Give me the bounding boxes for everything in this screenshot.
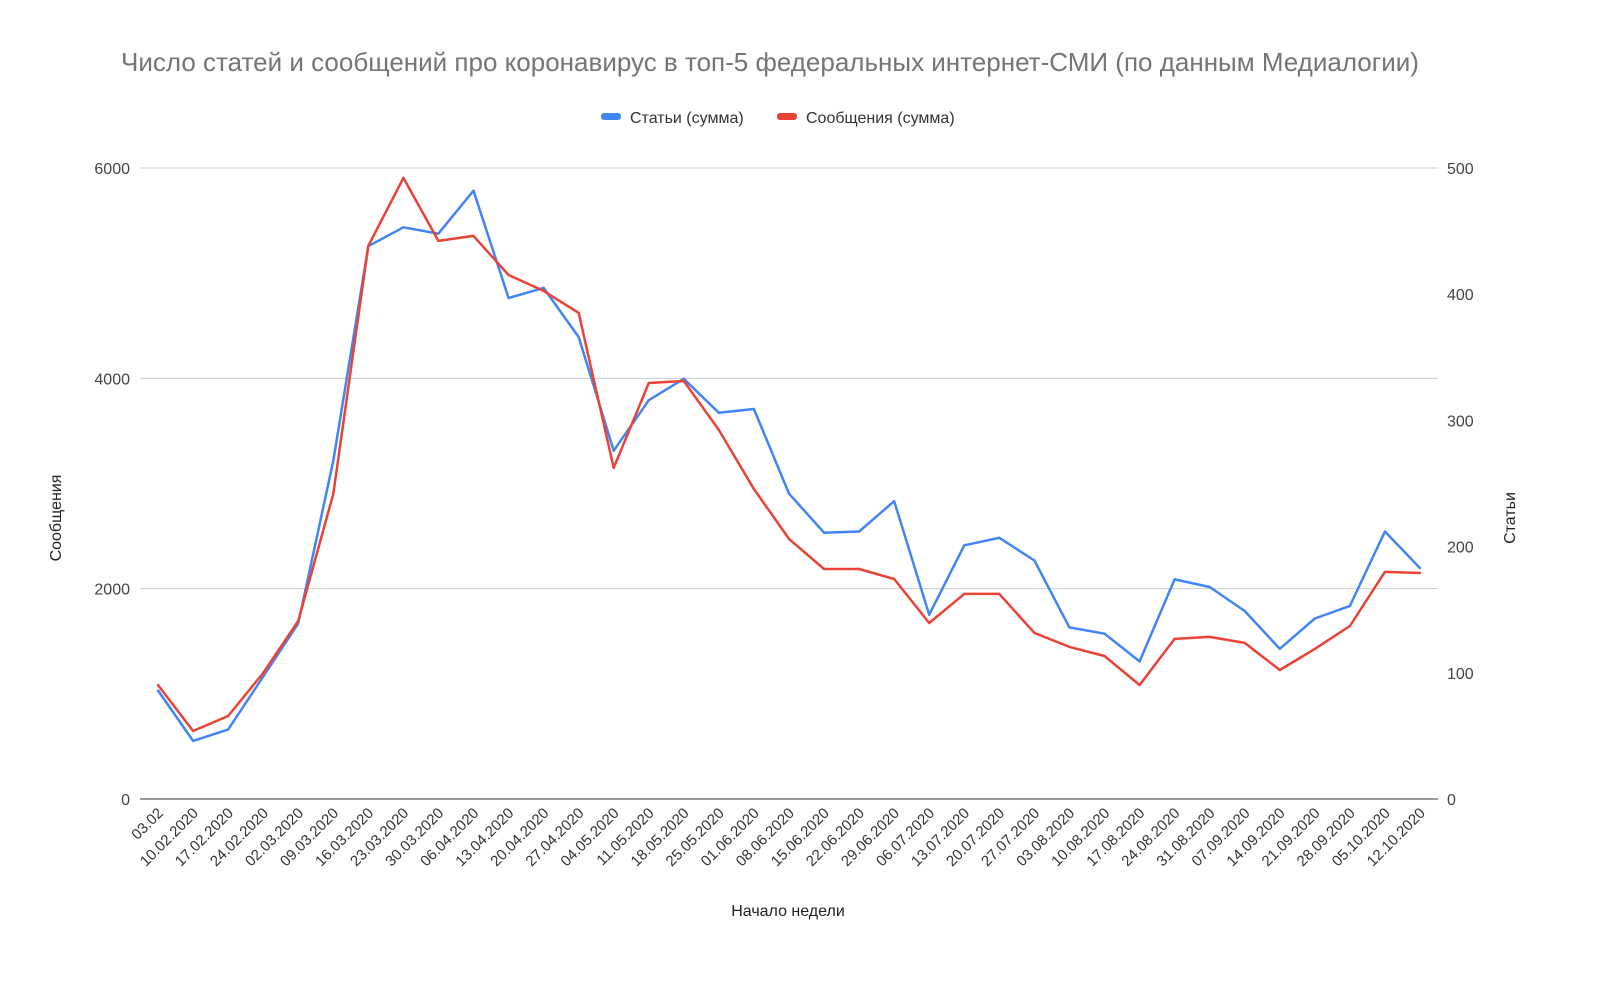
legend: Статьи (сумма) Сообщения (сумма) [601,110,955,127]
data-point [1068,626,1071,629]
chart-title: Число статей и сообщений про коронавирус… [121,47,1419,77]
data-point [332,459,335,462]
data-point [191,729,195,733]
data-point [787,492,791,495]
data-point [1068,645,1071,649]
data-point [1418,571,1422,575]
y-tick-label-right: 200 [1447,540,1474,557]
data-point [156,683,160,687]
data-point [191,739,195,743]
data-point [998,536,1001,539]
data-point [1208,585,1211,589]
series-line-articles [156,189,1421,743]
data-point [1383,570,1387,574]
y-tick-label-left: 4000 [94,371,130,388]
data-point [612,466,615,470]
y-axis-right-title: Статьи [1502,492,1519,544]
y-tick-label-left: 6000 [94,161,130,178]
data-point [507,273,510,277]
data-point [542,289,545,293]
data-point [1208,635,1211,639]
data-point [577,335,580,339]
y-tick-label-right: 400 [1447,287,1474,304]
x-axis: 03.0210.02.202017.02.202024.02.202002.03… [128,805,1429,870]
data-point [647,381,650,385]
data-point [752,407,756,411]
data-point [647,399,650,402]
data-point [1278,647,1281,651]
legend-label: Статьи (сумма) [630,110,744,127]
data-point [857,567,861,571]
legend-label: Сообщения (сумма) [806,110,955,127]
y-tick-label-right: 0 [1447,792,1456,809]
data-point [367,244,370,248]
data-point [507,296,510,300]
data-point [717,411,721,415]
data-point [963,592,966,596]
data-point [1348,604,1352,608]
data-point [332,492,335,496]
data-point [822,531,826,534]
data-point [472,234,475,238]
data-point [261,675,265,678]
data-point [717,428,721,432]
data-point [542,286,545,290]
data-point [226,728,230,731]
data-point [437,232,440,235]
x-axis-title: Начало недели [731,903,845,920]
data-point [437,239,440,243]
data-point [928,621,931,625]
data-point [577,311,580,315]
data-point [226,714,230,718]
y-tick-label-right: 300 [1447,413,1474,430]
data-point [1173,578,1176,581]
data-point [857,530,861,533]
data-point [297,619,300,623]
data-point [1418,566,1422,570]
data-point [787,537,791,541]
data-point [1138,660,1141,663]
data-point [1033,559,1036,562]
data-point [928,613,931,616]
right-axis: 0 100 200 300 400 500 [1447,161,1474,809]
y-axis-left-title: Сообщения [48,475,65,562]
data-point [682,379,686,383]
data-point [261,671,265,675]
legend-swatch [777,113,797,120]
data-point [1383,530,1387,533]
data-point [1103,632,1106,635]
data-point [998,592,1001,596]
y-tick-label-right: 500 [1447,161,1474,178]
data-point [1103,654,1106,658]
data-point [1173,637,1176,641]
y-tick-label-left: 2000 [94,582,130,599]
data-point [472,189,475,192]
y-tick-label-right: 100 [1447,666,1474,683]
data-point [1243,609,1246,613]
data-point [156,689,160,692]
data-point [822,567,826,571]
data-point [1138,683,1141,687]
data-point [682,377,686,380]
y-tick-label-left: 0 [121,792,130,809]
data-point [1278,668,1281,672]
data-point [963,544,966,547]
series-lines [156,176,1422,743]
data-point [402,176,405,180]
data-point [1243,641,1246,645]
data-point [402,226,405,229]
legend-swatch [601,113,621,120]
data-point [612,449,615,452]
data-point [1348,624,1352,628]
data-point [1313,617,1317,620]
data-point [892,499,896,503]
series-line-messages [157,176,1421,733]
gridlines [140,167,1438,800]
data-point [892,577,896,581]
data-point [1033,631,1036,635]
data-point [752,487,756,491]
data-point [1313,647,1317,651]
left-axis: 0 2000 4000 6000 [94,161,130,809]
